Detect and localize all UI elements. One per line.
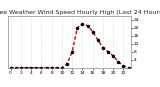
Title: Milwaukee Weather Wind Speed Hourly High (Last 24 Hours): Milwaukee Weather Wind Speed Hourly High… [0, 10, 160, 15]
